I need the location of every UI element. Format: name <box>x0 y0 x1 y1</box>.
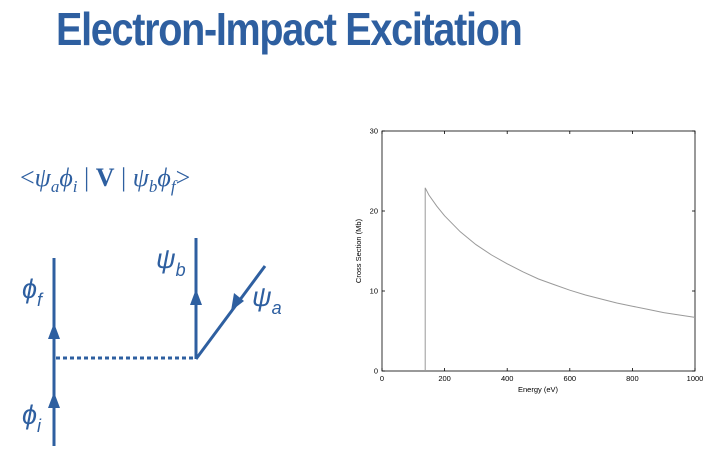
arrow-up-icon <box>48 323 60 339</box>
x-tick-label: 800 <box>626 374 639 383</box>
x-tick-label: 1000 <box>687 374 704 383</box>
open-bracket: < <box>20 163 35 192</box>
x-axis-label: Energy (eV) <box>518 385 559 394</box>
bar-left: | <box>84 163 90 192</box>
phi-i-symbol: ϕ <box>59 163 73 192</box>
x-tick-label: 0 <box>380 374 384 383</box>
phi-f-label: ϕf <box>22 274 44 310</box>
phi-i-label: ϕi <box>22 400 42 436</box>
psi-a-subscript: a <box>50 177 60 196</box>
phi-f-subscript: f <box>170 177 176 196</box>
matrix-element-formula: <ψaϕi | V | ψbϕf> <box>20 163 190 197</box>
operator-v: V <box>95 163 115 192</box>
phi-i-subscript: i <box>72 177 78 196</box>
arrow-down-left-icon <box>231 293 244 311</box>
y-tick-label: 0 <box>374 367 378 376</box>
psi-b-subscript: b <box>148 177 158 196</box>
incident-electron-line <box>194 265 267 360</box>
close-bracket: > <box>175 163 191 192</box>
psi-a-label: ψa <box>252 282 282 318</box>
arrow-up-icon <box>48 392 60 408</box>
arrow-up-icon <box>190 289 202 305</box>
x-tick-label: 600 <box>564 374 577 383</box>
y-tick-label: 30 <box>370 127 378 136</box>
bar-right: | <box>121 163 127 192</box>
psi-b-label: ψb <box>156 244 186 280</box>
y-tick-label: 10 <box>370 287 378 296</box>
psi-b-symbol: ψ <box>132 163 149 192</box>
plot-frame <box>381 130 696 372</box>
cross-section-curve <box>424 187 696 371</box>
y-tick-label: 20 <box>370 207 378 216</box>
x-tick-label: 200 <box>438 374 451 383</box>
y-axis-label: Cross Section (Mb) <box>354 218 363 283</box>
phi-f-symbol: ϕ <box>157 163 171 192</box>
slide-title: Electron-Impact Excitation <box>56 3 523 55</box>
psi-a-symbol: ψ <box>34 163 51 192</box>
x-tick-label: 400 <box>501 374 514 383</box>
